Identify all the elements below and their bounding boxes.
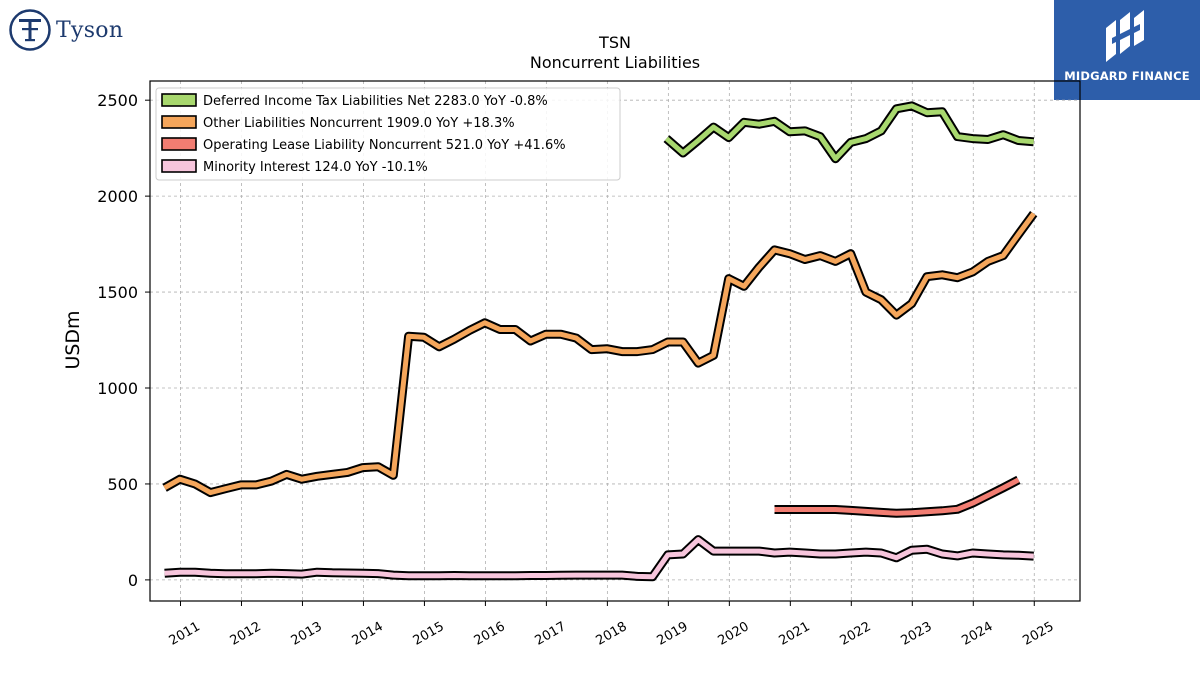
midgard-wordmark: MIDGARD FINANCE: [1064, 69, 1190, 83]
legend-swatch: [161, 137, 197, 151]
x-tick-label: 2017: [533, 619, 569, 649]
legend-swatch: [161, 159, 197, 173]
tyson-wordmark: Tyson: [56, 18, 124, 43]
x-tick-label: 2020: [716, 619, 752, 649]
x-tick-label: 2016: [472, 619, 508, 649]
y-axis-ticks: 0 500 1000 1500 2000 2500: [97, 91, 150, 590]
series-line: [163, 212, 1036, 496]
y-tick-label: 500: [107, 475, 138, 494]
x-tick-label: 2013: [289, 619, 325, 649]
legend-swatch: [161, 115, 197, 129]
y-tick-label: 0: [128, 571, 138, 590]
series-layer: [162, 101, 1038, 582]
series-line: [664, 103, 1034, 162]
legend: Deferred Income Tax Liabilities Net 2283…: [155, 87, 621, 181]
legend-label: Minority Interest 124.0 YoY -10.1%: [203, 160, 428, 175]
tyson-logo: Tyson: [8, 8, 138, 54]
x-tick-label: 2023: [898, 619, 934, 649]
x-tick-label: 2021: [776, 619, 812, 649]
x-tick-label: 2018: [594, 619, 630, 649]
legend-item: Deferred Income Tax Liabilities Net 2283…: [161, 93, 548, 109]
legend-swatch: [161, 93, 197, 107]
x-tick-label: 2024: [959, 619, 995, 649]
midgard-finance-logo: MIDGARD FINANCE: [1054, 0, 1200, 100]
x-tick-label: 2025: [1020, 619, 1056, 649]
y-tick-label: 1500: [97, 283, 138, 302]
legend-item: Operating Lease Liability Noncurrent 521…: [161, 137, 566, 153]
midgard-emblem-icon: [1106, 10, 1144, 62]
x-tick-label: 2015: [411, 619, 447, 649]
tyson-emblem-icon: [9, 9, 51, 51]
series-2: [774, 475, 1021, 518]
series-line-outline: [162, 210, 1038, 498]
series-line-outline: [164, 535, 1034, 582]
chart-title: TSN: [598, 33, 631, 52]
series-3: [164, 535, 1034, 582]
series-0: [663, 101, 1035, 164]
chart-subtitle: Noncurrent Liabilities: [530, 53, 700, 72]
legend-box: [155, 87, 621, 181]
legend-label: Other Liabilities Noncurrent 1909.0 YoY …: [203, 116, 515, 131]
x-tick-label: 2012: [228, 619, 264, 649]
x-tick-label: 2011: [167, 619, 203, 649]
plot-frame: [149, 80, 1081, 602]
legend-item: Minority Interest 124.0 YoY -10.1%: [161, 159, 428, 175]
x-tick-label: 2022: [837, 619, 873, 649]
series-line: [774, 477, 1020, 516]
x-axis-ticks: 2011 2012 2013 2014 2015 2016 2017 2018 2019 2020…: [167, 601, 1057, 649]
legend-item: Other Liabilities Noncurrent 1909.0 YoY …: [161, 115, 515, 131]
y-tick-label: 2500: [97, 91, 138, 110]
legend-label: Deferred Income Tax Liabilities Net 2283…: [203, 94, 548, 109]
x-tick-label: 2019: [655, 619, 691, 649]
series-1: [162, 210, 1038, 498]
series-line: [164, 537, 1034, 580]
y-tick-label: 1000: [97, 379, 138, 398]
x-tick-label: 2014: [350, 619, 386, 649]
y-axis-label: USDm: [62, 310, 84, 369]
legend-label: Operating Lease Liability Noncurrent 521…: [203, 138, 566, 153]
y-tick-label: 2000: [97, 187, 138, 206]
